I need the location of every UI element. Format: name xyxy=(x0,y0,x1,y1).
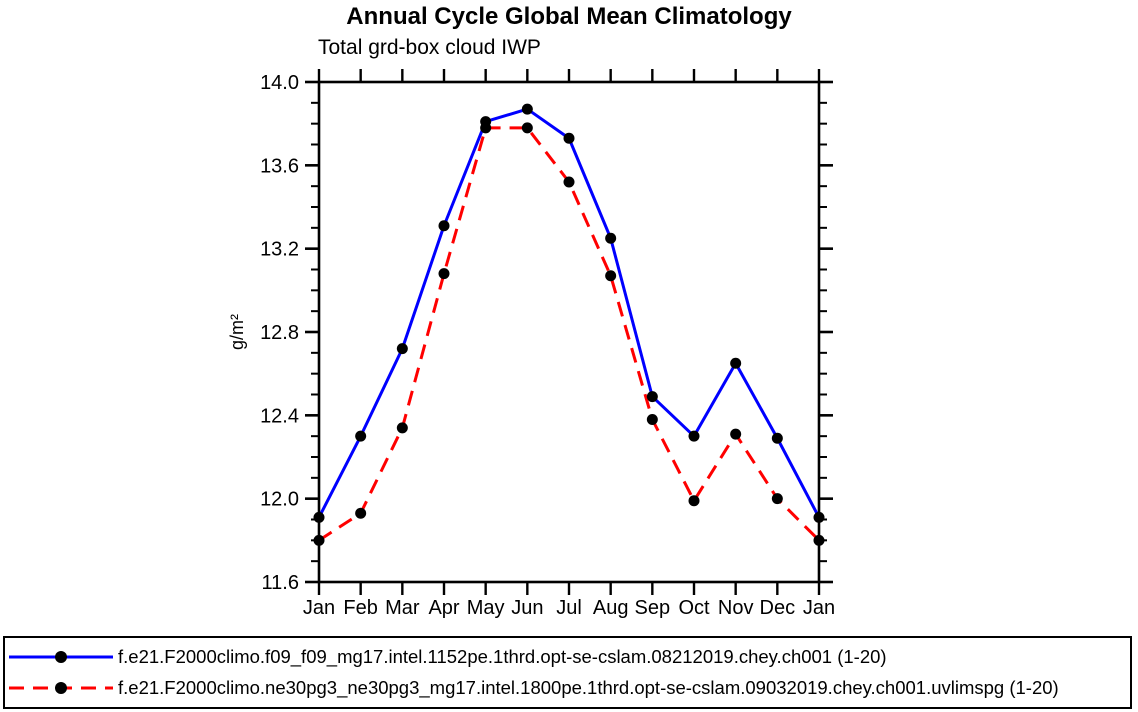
data-point-series-1 xyxy=(605,270,617,282)
legend-marker-icon xyxy=(55,682,67,694)
data-point-series-1 xyxy=(313,534,325,546)
legend-marker-icon xyxy=(55,651,67,663)
legend: f.e21.F2000climo.f09_f09_mg17.intel.1152… xyxy=(3,636,1132,709)
data-point-series-0 xyxy=(730,357,742,369)
data-point-series-0 xyxy=(605,232,617,244)
data-point-series-1 xyxy=(688,495,700,507)
data-point-series-1 xyxy=(730,428,742,440)
x-tick-label: May xyxy=(467,597,505,619)
data-point-series-0 xyxy=(563,132,575,144)
x-tick-label: Apr xyxy=(428,597,459,619)
data-point-series-0 xyxy=(313,511,325,523)
x-tick-label: Jun xyxy=(511,597,543,619)
x-tick-label: Jan xyxy=(303,597,335,619)
y-tick-label: 12.8 xyxy=(260,322,299,344)
y-tick-label: 13.6 xyxy=(260,155,299,177)
data-point-series-0 xyxy=(521,103,533,115)
x-tick-label: Jan xyxy=(803,597,835,619)
data-point-series-1 xyxy=(355,507,367,519)
y-axis-title: g/m² xyxy=(227,314,247,350)
plot-frame xyxy=(317,80,821,584)
data-point-series-0 xyxy=(438,220,450,232)
legend-line-sample-dashed xyxy=(9,682,113,694)
y-tick-label: 14.0 xyxy=(260,72,299,94)
data-point-series-0 xyxy=(688,430,700,442)
x-tick-label: Mar xyxy=(385,597,420,619)
data-point-series-1 xyxy=(438,268,450,280)
data-point-series-1 xyxy=(396,422,408,434)
legend-line-sample-solid xyxy=(9,651,113,663)
chart-subtitle: Total grd-box cloud IWP xyxy=(318,36,541,59)
chart-title: Annual Cycle Global Mean Climatology xyxy=(346,3,792,30)
data-point-series-1 xyxy=(521,122,533,134)
x-tick-label: Feb xyxy=(343,597,377,619)
data-point-series-0 xyxy=(396,343,408,355)
y-tick-label: 12.4 xyxy=(260,405,299,427)
data-point-series-1 xyxy=(480,122,492,134)
y-tick-label: 11.6 xyxy=(262,572,299,594)
data-point-series-1 xyxy=(813,534,825,546)
legend-label: f.e21.F2000climo.f09_f09_mg17.intel.1152… xyxy=(118,646,887,667)
series-line-0 xyxy=(317,107,821,519)
y-tick-label: 12.0 xyxy=(260,489,299,511)
x-tick-label: Jul xyxy=(556,597,582,619)
data-point-series-0 xyxy=(813,511,825,523)
legend-label: f.e21.F2000climo.ne30pg3_ne30pg3_mg17.in… xyxy=(118,677,1059,698)
data-point-series-1 xyxy=(563,176,575,188)
data-point-series-1 xyxy=(771,493,783,505)
legend-row: f.e21.F2000climo.ne30pg3_ne30pg3_mg17.in… xyxy=(5,676,1130,700)
x-tick-label: Aug xyxy=(593,597,629,619)
data-point-series-0 xyxy=(646,391,658,403)
series-line-1 xyxy=(318,126,821,542)
data-point-series-0 xyxy=(771,432,783,444)
x-tick-label: Oct xyxy=(678,597,710,619)
data-point-series-0 xyxy=(355,430,367,442)
x-tick-label: Dec xyxy=(760,597,796,619)
legend-row: f.e21.F2000climo.f09_f09_mg17.intel.1152… xyxy=(5,645,1130,669)
plot-area: Jan Feb Mar Apr May Jun Jul Aug Sep Oct Nov Dec Jan1… xyxy=(227,69,835,619)
x-tick-label: Nov xyxy=(718,597,754,619)
data-point-series-1 xyxy=(646,414,658,425)
x-tick-label: Sep xyxy=(635,597,671,619)
y-tick-label: 13.2 xyxy=(260,239,299,261)
